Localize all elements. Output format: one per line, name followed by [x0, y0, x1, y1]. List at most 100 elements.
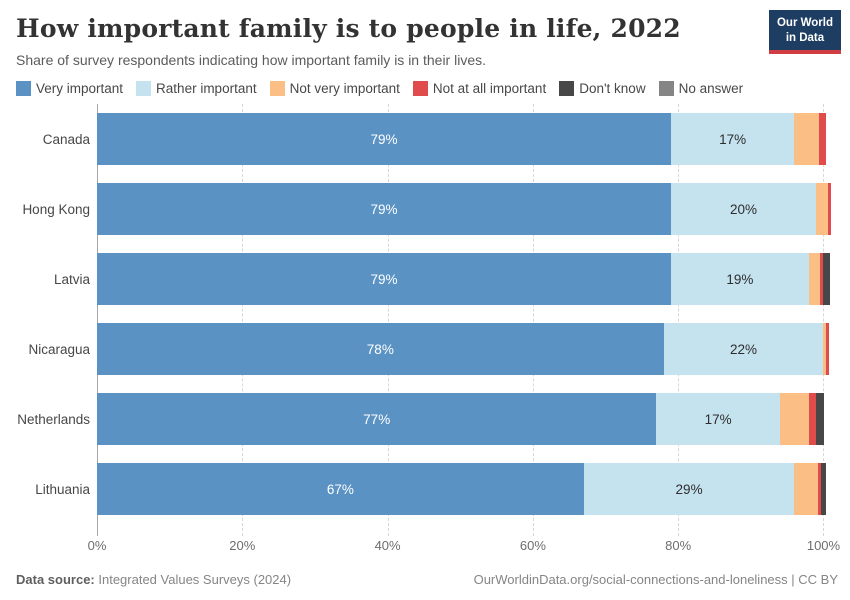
- x-tick-label: 0%: [87, 538, 107, 553]
- bar-segment-not-very-important[interactable]: [808, 253, 820, 305]
- gridline-20: [242, 104, 244, 536]
- chart-row-netherlands: Netherlands 77% 17%: [16, 384, 838, 454]
- bar-segment-not-at-all-important[interactable]: [827, 183, 831, 235]
- legend-swatch-icon: [559, 81, 575, 96]
- x-axis-ticks: 0% 20% 40% 60% 80% 100%: [88, 536, 841, 554]
- legend-label: Very important: [36, 81, 124, 96]
- gridline-40: [387, 104, 389, 536]
- legend-swatch-icon: [412, 81, 428, 96]
- bar-value-label: 77%: [363, 411, 391, 427]
- legend-label: Not very important: [289, 81, 400, 96]
- bar-segment-rather-important[interactable]: 22%: [663, 323, 824, 375]
- bar-segment-very-important[interactable]: 79%: [97, 253, 671, 305]
- bar-value-label: 17%: [704, 411, 732, 427]
- legend: Very important Rather important Not very i…: [16, 81, 838, 96]
- bar-segment-rather-important[interactable]: 17%: [670, 113, 795, 165]
- legend-item-don-t-know[interactable]: Don't know: [559, 81, 646, 96]
- gridlines: [97, 104, 838, 536]
- legend-item-rather-important[interactable]: Rather important: [136, 81, 257, 96]
- country-label: Netherlands: [17, 411, 90, 427]
- page-title: How important family is to people in lif…: [16, 14, 681, 43]
- bar-segment-very-important[interactable]: 79%: [97, 183, 671, 235]
- bar-segment-don-t-know[interactable]: [822, 253, 830, 305]
- data-source: Data source: Integrated Values Surveys (…: [16, 572, 291, 587]
- data-source-label: Data source:: [16, 572, 95, 587]
- bar-segment-rather-important[interactable]: 19%: [670, 253, 809, 305]
- chart-rows: Canada 79% 17% Hong Kong 79% 20% Latvia 79% 19% N…: [16, 104, 838, 536]
- bar-value-label: 29%: [675, 481, 703, 497]
- owid-logo-line1: Our World: [776, 17, 833, 29]
- bar-track: 79% 17%: [97, 113, 838, 165]
- bar-segment-not-very-important[interactable]: [794, 113, 820, 165]
- bar-segment-not-very-important[interactable]: [779, 393, 809, 445]
- legend-label: No answer: [678, 81, 744, 96]
- legend-swatch-icon: [136, 81, 152, 96]
- country-label: Latvia: [53, 271, 90, 287]
- bar-value-label: 19%: [726, 271, 754, 287]
- legend-label: Not at all important: [432, 81, 547, 96]
- bar-segment-not-at-all-important[interactable]: [819, 253, 823, 305]
- chart-row-lithuania: Lithuania 67% 29%: [16, 454, 838, 524]
- bar-value-label: 79%: [370, 131, 398, 147]
- legend-swatch-icon: [658, 81, 674, 96]
- legend-label: Rather important: [156, 81, 257, 96]
- legend-item-not-at-all-important[interactable]: Not at all important: [412, 81, 547, 96]
- bar-segment-don-t-know[interactable]: [816, 393, 825, 445]
- gridline-80: [678, 104, 680, 536]
- chart-area: Canada 79% 17% Hong Kong 79% 20% Latvia 79% 19% N…: [16, 104, 841, 554]
- country-label: Lithuania: [35, 481, 90, 497]
- bar-segment-very-important[interactable]: 78%: [97, 323, 664, 375]
- bar-segment-not-very-important[interactable]: [794, 463, 818, 515]
- y-axis-line: [97, 104, 98, 536]
- page-subtitle: Share of survey respondents indicating h…: [16, 52, 486, 68]
- legend-swatch-icon: [269, 81, 285, 96]
- bar-segment-don-t-know[interactable]: [821, 463, 826, 515]
- bar-segment-not-at-all-important[interactable]: [819, 113, 826, 165]
- bar-value-label: 79%: [370, 201, 398, 217]
- bar-value-label: 22%: [730, 341, 758, 357]
- x-tick-label: 100%: [806, 538, 841, 553]
- bar-segment-rather-important[interactable]: 20%: [670, 183, 817, 235]
- owid-logo[interactable]: Our World in Data: [768, 10, 841, 54]
- bar-value-label: 78%: [366, 341, 394, 357]
- owid-logo-line2: in Data: [785, 31, 825, 44]
- bar-segment-not-very-important[interactable]: [823, 323, 826, 375]
- bar-segment-rather-important[interactable]: 29%: [583, 463, 795, 515]
- country-label: Nicaragua: [28, 341, 90, 357]
- chart-row-nicaragua: Nicaragua 78% 22%: [16, 314, 838, 384]
- bar-value-label: 20%: [730, 201, 758, 217]
- x-tick-label: 60%: [519, 538, 546, 553]
- bar-track: 79% 19%: [97, 253, 838, 305]
- bar-segment-very-important[interactable]: 77%: [97, 393, 657, 445]
- footer-link[interactable]: OurWorldinData.org/social-connections-an…: [473, 572, 838, 587]
- x-tick-label: 40%: [374, 538, 401, 553]
- chart-row-latvia: Latvia 79% 19%: [16, 244, 838, 314]
- bar-segment-very-important[interactable]: 79%: [97, 113, 671, 165]
- bar-segment-not-very-important[interactable]: [816, 183, 828, 235]
- gridline-100: [823, 104, 825, 536]
- chart-row-hong-kong: Hong Kong 79% 20%: [16, 174, 838, 244]
- legend-item-very-important[interactable]: Very important: [16, 81, 123, 96]
- bar-track: 77% 17%: [97, 393, 838, 445]
- legend-label: Don't know: [579, 81, 646, 96]
- bar-value-label: 79%: [370, 271, 398, 287]
- bar-segment-very-important[interactable]: 67%: [97, 463, 584, 515]
- footer: Data source: Integrated Values Surveys (…: [16, 572, 838, 587]
- data-source-value: Integrated Values Surveys (2024): [94, 572, 292, 587]
- legend-swatch-icon: [16, 81, 31, 96]
- bar-segment-rather-important[interactable]: 17%: [656, 393, 780, 445]
- bar-track: 79% 20%: [97, 183, 838, 235]
- legend-item-no-answer[interactable]: No answer: [658, 81, 744, 96]
- country-label: Hong Kong: [22, 201, 90, 217]
- bar-segment-not-at-all-important[interactable]: [825, 323, 829, 375]
- x-tick-label: 20%: [229, 538, 256, 553]
- bar-track: 67% 29%: [97, 463, 838, 515]
- bar-value-label: 17%: [719, 131, 747, 147]
- legend-item-not-very-important[interactable]: Not very important: [269, 81, 400, 96]
- x-tick-label: 80%: [665, 538, 692, 553]
- bar-segment-not-at-all-important[interactable]: [808, 393, 817, 445]
- chart-row-canada: Canada 79% 17%: [16, 104, 838, 174]
- country-label: Canada: [42, 131, 90, 147]
- bar-segment-not-at-all-important[interactable]: [817, 463, 822, 515]
